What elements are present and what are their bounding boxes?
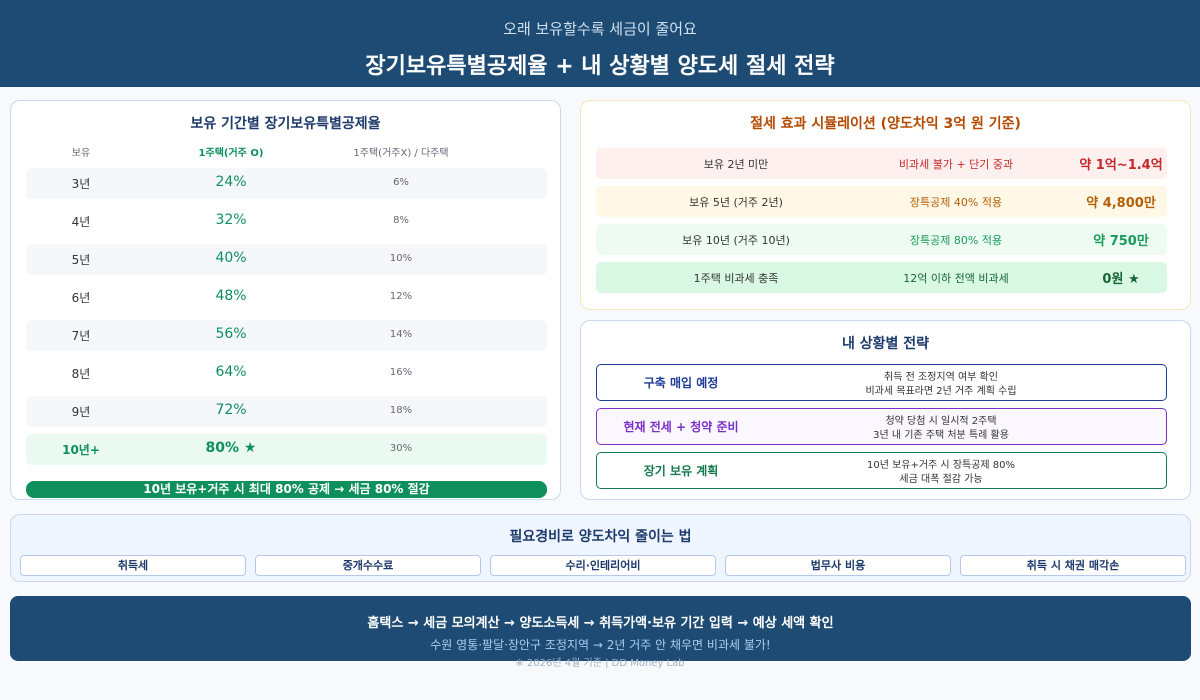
simulation-cell: 0원 ★: [1102, 272, 1140, 287]
table-cell: 12%: [389, 291, 413, 302]
simulation-cell: 12억 이하 전액 비과세: [903, 272, 1009, 285]
strategy-line: 취득 전 조정지역 여부 확인: [884, 372, 998, 383]
table-row: 5년 40% 10%: [26, 244, 547, 275]
strategy-label: 현재 전세 + 청약 준비: [623, 420, 739, 434]
column-header: 보유: [71, 148, 91, 159]
footer-line: 홈택스 → 세금 모의계산 → 양도소득세 → 취득가액·보유 기간 입력 → …: [367, 616, 834, 631]
table-row: 8년 64% 16%: [26, 358, 547, 389]
table-cell: 6년: [71, 291, 91, 305]
expense-chip: 법무사 비용: [725, 555, 951, 576]
table-cell: 30%: [389, 443, 413, 454]
simulation-row: 보유 5년 (거주 2년) 장특공제 40% 적용 약 4,800만: [596, 186, 1167, 217]
card-title: 보유 기간별 장기보유특별공제율: [190, 116, 381, 132]
table-cell: 40%: [215, 250, 247, 266]
expense-chip: 취득세: [20, 555, 246, 576]
strategy-line: 10년 보유+거주 시 장특공제 80%: [866, 460, 1016, 471]
table-cell: 16%: [389, 367, 413, 378]
table-row: 7년 56% 14%: [26, 320, 547, 351]
simulation-cell: 약 750만: [1093, 234, 1149, 249]
table-cell: 4년: [71, 215, 91, 229]
table-cell: 80% ★: [205, 440, 257, 456]
header: 오래 보유할수록 세금이 줄어요 장기보유특별공제율 + 내 상황별 양도세 절…: [0, 0, 1200, 87]
strategy-box: 장기 보유 계획 10년 보유+거주 시 장특공제 80% 세금 대폭 절감 가능: [596, 452, 1167, 489]
table-cell: 9년: [71, 405, 91, 419]
simulation-cell: 1주택 비과세 충족: [693, 272, 779, 285]
simulation-cell: 장특공제 80% 적용: [909, 234, 1003, 247]
strategy-line: 청약 당첨 시 일시적 2주택: [885, 416, 997, 427]
table-cell: 10%: [389, 253, 413, 264]
simulation-cell: 약 1억~1.4억: [1079, 158, 1163, 173]
strategy-label: 구축 매입 예정: [643, 376, 719, 390]
table-cell: 56%: [215, 326, 247, 342]
simulation-card: 절세 효과 시뮬레이션 (양도차익 3억 원 기준) 보유 2년 미만 비과세 불…: [580, 100, 1191, 310]
strategy-label: 장기 보유 계획: [643, 464, 719, 478]
table-row: 4년 32% 8%: [26, 206, 547, 237]
table-cell: 8%: [393, 215, 409, 226]
table-cell: 48%: [215, 288, 247, 304]
column-header: 1주택(거주X) / 다주택: [353, 148, 449, 159]
footer: 홈택스 → 세금 모의계산 → 양도소득세 → 취득가액·보유 기간 입력 → …: [10, 596, 1191, 661]
simulation-cell: 보유 2년 미만: [703, 158, 769, 171]
table-cell: 7년: [71, 329, 91, 343]
simulation-cell: 장특공제 40% 적용: [909, 196, 1003, 209]
table-cell: 10년+: [62, 443, 100, 457]
holding-card: 보유 기간별 장기보유특별공제율 10년 보유+거주 시 최대 80% 공제 →…: [10, 100, 561, 500]
table-cell: 18%: [389, 405, 413, 416]
table-cell: 14%: [389, 329, 413, 340]
table-cell: 5년: [71, 253, 91, 267]
simulation-cell: 비과세 불가 + 단기 중과: [898, 158, 1014, 171]
footer-line: 수원 영통·팔달·장안구 조정지역 → 2년 거주 안 채우면 비과세 불가!: [430, 638, 771, 652]
strategy-line: 비과세 목표라면 2년 거주 계획 수립: [865, 386, 1017, 397]
table-cell: 24%: [215, 174, 247, 190]
table-cell: 72%: [215, 402, 247, 418]
table-row: 6년 48% 12%: [26, 282, 547, 313]
card-title: 절세 효과 시뮬레이션 (양도차익 3억 원 기준): [750, 116, 1021, 132]
column-header: 1주택(거주 O): [198, 148, 264, 159]
simulation-cell: 보유 10년 (거주 10년): [682, 234, 790, 247]
strategy-line: 세금 대폭 절감 가능: [899, 474, 983, 485]
simulation-row: 보유 10년 (거주 10년) 장특공제 80% 적용 약 750만: [596, 224, 1167, 255]
card-title: 필요경비로 양도차익 줄이는 법: [509, 529, 692, 545]
simulation-cell: 보유 5년 (거주 2년): [689, 196, 783, 209]
table-row: 9년 72% 18%: [26, 396, 547, 427]
title: 장기보유특별공제율 + 내 상황별 양도세 절세 전략: [365, 54, 835, 79]
table-cell: 3년: [71, 177, 91, 191]
table-cell: 6%: [393, 177, 409, 188]
simulation-row: 1주택 비과세 충족 12억 이하 전액 비과세 0원 ★: [596, 262, 1167, 293]
table-row: 3년 24% 6%: [26, 168, 547, 199]
expense-card: 필요경비로 양도차익 줄이는 법 취득세 중개수수료 수리·인테리어비 법무사 비용 취…: [10, 514, 1191, 582]
footer-note: ※ 2026년 4월 기준 | DD Money Lab: [515, 658, 685, 669]
simulation-row: 보유 2년 미만 비과세 불가 + 단기 중과 약 1억~1.4억: [596, 148, 1167, 179]
note-banner: 10년 보유+거주 시 최대 80% 공제 → 세금 80% 절감: [26, 481, 547, 498]
strategy-box: 현재 전세 + 청약 준비 청약 당첨 시 일시적 2주택 3년 내 기존 주택 처…: [596, 408, 1167, 445]
expense-chip: 중개수수료: [255, 555, 481, 576]
table-cell: 8년: [71, 367, 91, 381]
table-row: 10년+ 80% ★ 30%: [26, 434, 547, 465]
expense-chip: 취득 시 채권 매각손: [960, 555, 1186, 576]
expense-chip: 수리·인테리어비: [490, 555, 716, 576]
card-title: 내 상황별 전략: [841, 336, 930, 352]
table-cell: 32%: [215, 212, 247, 228]
subtitle: 오래 보유할수록 세금이 줄어요: [503, 20, 697, 38]
table-cell: 64%: [215, 364, 247, 380]
strategy-line: 3년 내 기존 주택 처분 특례 활용: [873, 430, 1009, 441]
simulation-cell: 약 4,800만: [1086, 196, 1156, 211]
